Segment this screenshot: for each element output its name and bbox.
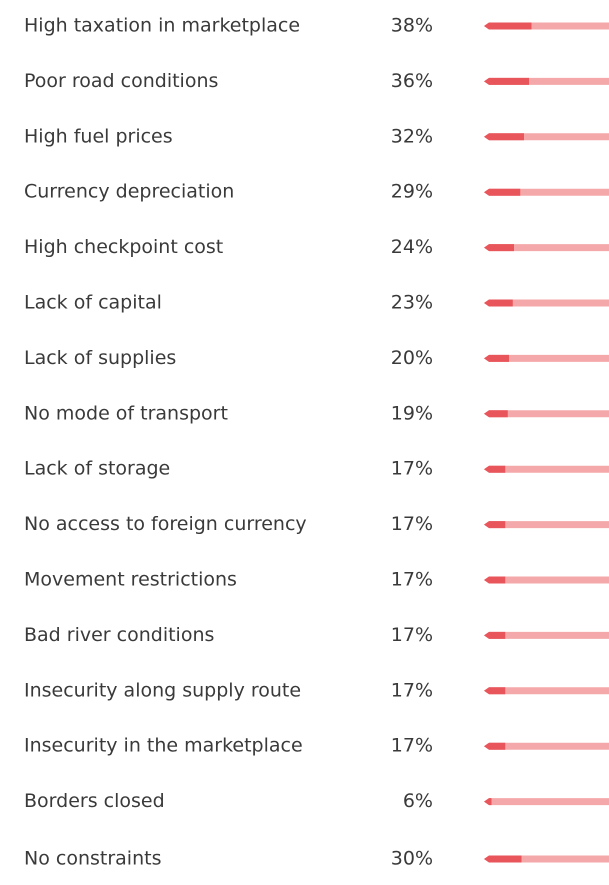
category-label: Movement restrictions: [24, 569, 237, 591]
bar-track: [484, 354, 609, 362]
bar: [484, 133, 524, 141]
value-label: 32%: [391, 125, 433, 147]
value-label: 17%: [391, 735, 433, 757]
bar-track: [484, 299, 609, 307]
value-label: 29%: [391, 181, 433, 203]
value-label: 38%: [391, 15, 433, 37]
category-label: No mode of transport: [24, 402, 228, 424]
value-label: 17%: [391, 624, 433, 646]
value-label: 17%: [391, 569, 433, 591]
category-label: High checkpoint cost: [24, 236, 223, 258]
bar: [484, 742, 506, 750]
bar-track: [484, 798, 609, 806]
category-label: No access to foreign currency: [24, 513, 307, 535]
category-label: Lack of storage: [24, 458, 170, 480]
bar: [484, 798, 492, 806]
category-label: Currency depreciation: [24, 181, 234, 203]
category-label: Insecurity along supply route: [24, 679, 301, 701]
bar-track: [484, 244, 609, 252]
bar-track: [484, 687, 609, 695]
bar: [484, 855, 522, 863]
value-label: 17%: [391, 679, 433, 701]
bar: [484, 299, 513, 307]
bar: [484, 687, 506, 695]
category-label: Insecurity in the marketplace: [24, 735, 303, 757]
category-label: High taxation in marketplace: [24, 15, 300, 37]
bar: [484, 521, 506, 529]
bar: [484, 188, 521, 196]
bar: [484, 631, 506, 639]
value-label: 17%: [391, 513, 433, 535]
bar-track: [484, 521, 609, 529]
bar-track: [484, 631, 609, 639]
category-label: Poor road conditions: [24, 70, 218, 92]
category-label: Lack of supplies: [24, 347, 176, 369]
bar-track: [484, 410, 609, 418]
bar-track: [484, 576, 609, 584]
value-label: 23%: [391, 292, 433, 314]
bar-track: [484, 742, 609, 750]
bar: [484, 576, 506, 584]
value-label: 36%: [391, 70, 433, 92]
value-label: 30%: [391, 848, 433, 870]
bar: [484, 244, 514, 252]
value-label: 19%: [391, 402, 433, 424]
category-label: Borders closed: [24, 790, 165, 812]
value-label: 6%: [403, 790, 433, 812]
value-label: 24%: [391, 236, 433, 258]
bar: [484, 22, 532, 30]
value-label: 20%: [391, 347, 433, 369]
bar-track: [484, 465, 609, 473]
category-label: Lack of capital: [24, 292, 162, 314]
bar: [484, 354, 509, 362]
category-label: High fuel prices: [24, 125, 173, 147]
bar: [484, 465, 506, 473]
value-label: 17%: [391, 458, 433, 480]
category-label: No constraints: [24, 848, 161, 870]
bar: [484, 77, 529, 85]
bar: [484, 410, 508, 418]
category-label: Bad river conditions: [24, 624, 214, 646]
